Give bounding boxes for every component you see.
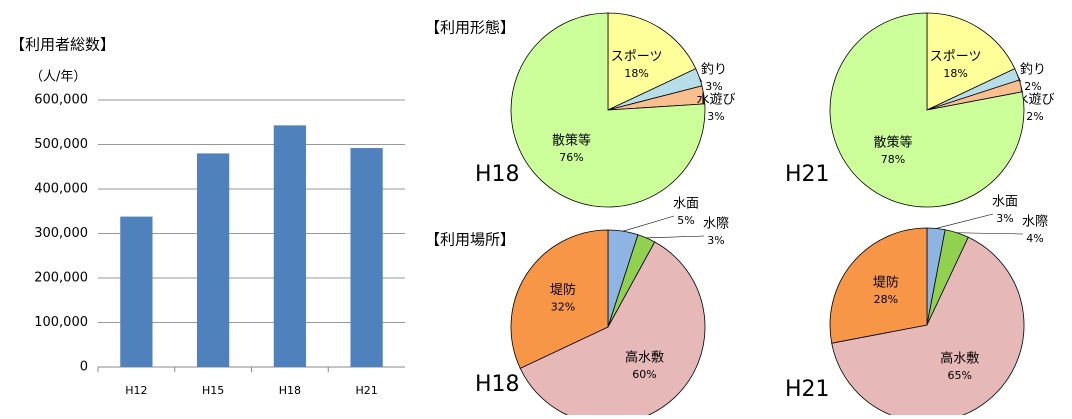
bar [120, 217, 152, 367]
slice-percent: 3% [707, 234, 724, 247]
y-tick-label: 600,000 [34, 93, 88, 108]
slice-percent: 32% [551, 300, 575, 313]
x-tick-label: H15 [202, 384, 224, 397]
slice-percent: 3% [996, 212, 1013, 225]
pie-label: H18 [475, 372, 520, 397]
slice-percent: 18% [943, 67, 967, 80]
slice-name: 水際 [703, 217, 729, 232]
slice-name: 水面 [992, 195, 1018, 210]
slice-percent: 28% [874, 293, 898, 306]
pie-label: H21 [785, 162, 830, 187]
bar [274, 125, 306, 367]
unit-label: （人/年） [30, 70, 86, 85]
chart-title: 【利用者総数】 [10, 36, 115, 54]
y-tick-label: 400,000 [34, 182, 88, 197]
slice-name: 水際 [1022, 215, 1048, 230]
slice-name: 散策等 [873, 135, 912, 151]
slice-percent: 4% [1026, 232, 1043, 245]
pie-title: 【利用形態】 [425, 19, 515, 37]
slice-percent: 2% [1026, 110, 1043, 123]
slice-percent: 60% [632, 368, 656, 381]
slice-name: 堤防 [873, 274, 899, 290]
x-tick-label: H21 [355, 384, 377, 397]
pie-label: H21 [785, 377, 830, 402]
slice-percent: 2% [1024, 80, 1041, 93]
x-tick-label: H12 [125, 384, 147, 397]
slice-name: 堤防 [550, 282, 576, 298]
leader-line [647, 236, 704, 238]
leader-line [936, 214, 993, 228]
slice-name: スポーツ [930, 49, 982, 64]
slice-name: 高水敷 [940, 351, 979, 367]
slice-name: 釣り [1020, 62, 1046, 78]
slice-name: 高水敷 [625, 349, 664, 365]
y-tick-label: 200,000 [34, 271, 88, 286]
slice-percent: 65% [947, 369, 971, 382]
slice-name: 釣り [701, 62, 727, 78]
slice-percent: 76% [559, 151, 583, 164]
slice-percent: 18% [624, 67, 648, 80]
slice-percent: 3% [705, 80, 722, 93]
bar [351, 148, 383, 367]
leader-line [957, 233, 1023, 234]
slice-name: 散策等 [552, 132, 591, 148]
y-tick-label: 100,000 [34, 315, 88, 330]
x-tick-label: H18 [279, 384, 301, 397]
pie-title: 【利用場所】 [425, 231, 515, 249]
pie-label: H18 [475, 162, 520, 187]
slice-percent: 3% [707, 110, 724, 123]
y-tick-label: 500,000 [34, 137, 88, 152]
slice-name: 水面 [673, 197, 699, 212]
y-tick-label: 0 [80, 360, 88, 375]
y-tick-label: 300,000 [34, 226, 88, 241]
slice-percent: 78% [881, 153, 905, 166]
bar [197, 153, 229, 367]
leader-line [623, 216, 674, 231]
slice-percent: 5% [677, 214, 694, 227]
slice-name: スポーツ [611, 49, 663, 64]
